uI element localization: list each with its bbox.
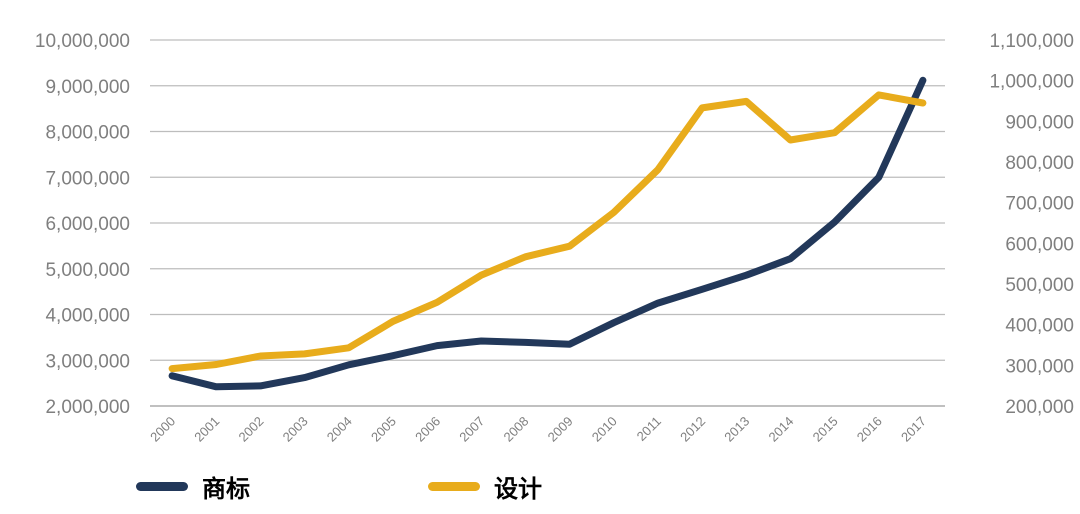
x-tick-label: 2001 (191, 414, 222, 445)
right-tick-label: 800,000 (1005, 153, 1074, 174)
left-tick-label: 5,000,000 (45, 260, 130, 281)
left-tick-label: 4,000,000 (45, 306, 130, 327)
right-tick-label: 200,000 (1005, 397, 1074, 418)
left-tick-label: 3,000,000 (45, 351, 130, 372)
x-tick-label: 2009 (545, 414, 576, 445)
x-tick-label: 2002 (235, 414, 266, 445)
x-tick-label: 2004 (324, 414, 355, 445)
x-tick-label: 2017 (898, 414, 929, 445)
legend-label-design: 设计 (494, 474, 542, 503)
right-tick-label: 300,000 (1005, 356, 1074, 377)
left-tick-label: 8,000,000 (45, 123, 130, 144)
left-tick-label: 9,000,000 (45, 77, 130, 98)
x-tick-label: 2012 (677, 414, 708, 445)
x-axis-ticks: 2000 2001 2002 2003 2004 2005 2006 2007 2008 2009… (147, 414, 929, 445)
left-tick-label: 10,000,000 (35, 31, 130, 52)
x-tick-label: 2005 (368, 414, 399, 445)
x-tick-label: 2016 (854, 414, 885, 445)
x-tick-label: 2003 (280, 414, 311, 445)
line-chart: 2,000,000 3,000,000 4,000,000 5,000,000 6,00… (35, 31, 1074, 445)
x-tick-label: 2015 (810, 414, 841, 445)
x-tick-label: 2013 (721, 414, 752, 445)
x-tick-label: 2014 (765, 414, 796, 445)
series-line-design (168, 91, 927, 373)
gridlines (150, 39, 945, 407)
right-tick-label: 1,100,000 (989, 31, 1074, 52)
left-tick-label: 2,000,000 (45, 397, 130, 418)
series-line-trademark (168, 76, 927, 391)
right-tick-label: 900,000 (1005, 112, 1074, 133)
series-lines (168, 76, 927, 391)
legend-label-trademark: 商标 (202, 474, 250, 503)
x-tick-label: 2007 (456, 414, 487, 445)
x-tick-label: 2000 (147, 414, 178, 445)
left-tick-label: 6,000,000 (45, 214, 130, 235)
legend-swatch-trademark (136, 481, 188, 491)
x-tick-label: 2010 (589, 414, 620, 445)
x-tick-label: 2006 (412, 414, 443, 445)
legend-item-trademark: 商标 (136, 468, 250, 504)
right-tick-label: 1,000,000 (989, 72, 1074, 93)
left-axis-ticks: 2,000,000 3,000,000 4,000,000 5,000,000 6,00… (35, 31, 130, 418)
legend-swatch-design (428, 481, 480, 491)
right-tick-label: 700,000 (1005, 194, 1074, 215)
left-tick-label: 7,000,000 (45, 168, 130, 189)
x-tick-label: 2011 (634, 414, 664, 444)
right-tick-label: 500,000 (1005, 275, 1074, 296)
right-tick-label: 400,000 (1005, 316, 1074, 337)
legend-item-design: 设计 (428, 468, 542, 504)
x-tick-label: 2008 (500, 414, 531, 445)
right-tick-label: 600,000 (1005, 234, 1074, 255)
right-axis-ticks: 200,000 300,000 400,000 500,000 600,000 700,0… (989, 31, 1074, 418)
